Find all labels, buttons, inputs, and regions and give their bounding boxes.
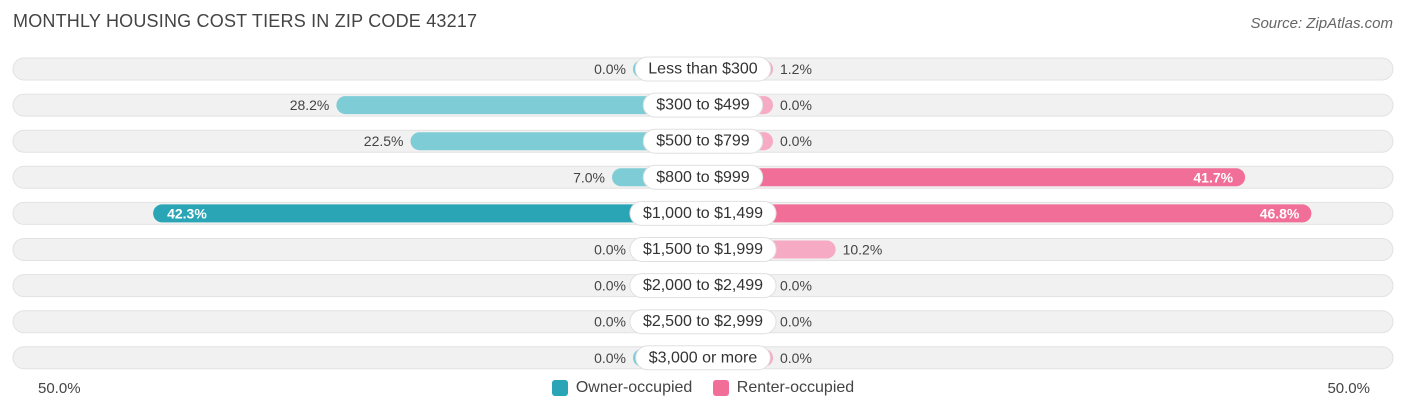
- owner-value-label: 0.0%: [594, 242, 626, 258]
- renter-value-label: 41.7%: [1193, 169, 1233, 185]
- owner-value-label: 22.5%: [364, 133, 404, 149]
- category-label: $800 to $999: [656, 169, 750, 186]
- owner-value-label: 0.0%: [594, 61, 626, 77]
- legend: Owner-occupied Renter-occupied: [0, 379, 1406, 401]
- category-pill: [629, 200, 777, 226]
- renter-value-label: 1.2%: [780, 61, 812, 77]
- owner-value-label: 0.0%: [594, 314, 626, 330]
- owner-value-label: 7.0%: [573, 169, 605, 185]
- renter-value-label: 0.0%: [780, 133, 812, 149]
- chart-title: MONTHLY HOUSING COST TIERS IN ZIP CODE 4…: [13, 11, 478, 31]
- renter-value-label: 10.2%: [843, 242, 883, 258]
- category-pill: [635, 345, 771, 371]
- renter-bar: [703, 204, 1312, 223]
- renter-value-label: 0.0%: [780, 97, 812, 113]
- legend-owner-label: Owner-occupied: [575, 379, 693, 396]
- source-note: Source: ZipAtlas.com: [1250, 15, 1393, 32]
- category-label: $1,500 to $1,999: [643, 241, 763, 258]
- category-pill: [629, 309, 777, 335]
- renter-value-label: 0.0%: [780, 314, 812, 330]
- category-label: $500 to $799: [656, 133, 750, 150]
- owner-bar: [153, 204, 704, 223]
- category-label: $1,000 to $1,499: [643, 205, 763, 222]
- axis-left-label: 50.0%: [38, 380, 81, 397]
- category-pill: [642, 92, 764, 118]
- renter-value-label: 0.0%: [780, 278, 812, 294]
- category-label: Less than $300: [648, 61, 758, 78]
- category-label: $2,500 to $2,999: [643, 313, 763, 330]
- category-pill: [642, 164, 764, 190]
- category-pill: [634, 56, 772, 82]
- renter-value-label: 0.0%: [780, 350, 812, 366]
- legend-renter: Renter-occupied: [712, 379, 855, 397]
- legend-renter-label: Renter-occupied: [736, 379, 855, 396]
- renter-value-label: 46.8%: [1260, 205, 1300, 221]
- owner-bar: [336, 96, 703, 115]
- legend-owner-swatch: [551, 380, 568, 396]
- owner-value-label: 0.0%: [594, 350, 626, 366]
- category-pill: [629, 273, 777, 299]
- legend-renter-swatch: [712, 380, 729, 396]
- chart-svg: 0.0% 1.2% Less than $300 28.2% 0.0% $300 to $…: [12, 56, 1394, 371]
- category-label: $3,000 or more: [649, 349, 758, 366]
- axis-right-label: 50.0%: [1327, 380, 1370, 397]
- category-label: $2,000 to $2,499: [643, 277, 763, 294]
- owner-value-label: 0.0%: [594, 278, 626, 294]
- category-pill: [642, 128, 764, 154]
- renter-bar: [703, 168, 1246, 187]
- category-label: $300 to $499: [656, 97, 750, 114]
- owner-value-label: 42.3%: [167, 205, 207, 221]
- owner-bar: [410, 132, 703, 151]
- legend-owner: Owner-occupied: [551, 379, 693, 397]
- category-pill: [629, 237, 777, 262]
- owner-value-label: 28.2%: [290, 97, 330, 113]
